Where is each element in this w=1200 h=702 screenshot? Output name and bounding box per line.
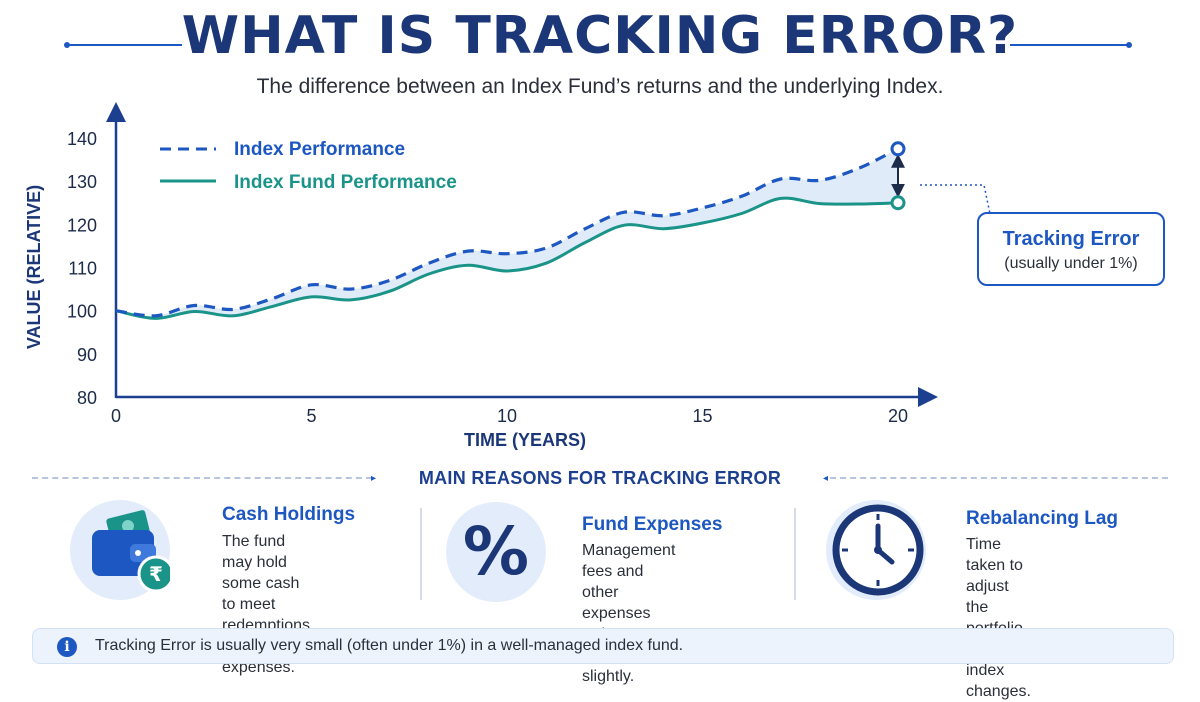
series-lines [115, 147, 899, 320]
reason-line: index changes. [966, 662, 1031, 700]
index-fund-performance-line [115, 196, 899, 320]
x-axis-label: TIME (YEARS) [464, 430, 586, 450]
title-rule-left-dot [64, 42, 70, 48]
reason-title: Cash Holdings [222, 504, 356, 525]
reasons-heading: MAIN REASONS FOR TRACKING ERROR [418, 468, 782, 488]
reason-divider [794, 508, 796, 600]
tracking-error-callout: Tracking Error (usually under 1%) [977, 212, 1165, 286]
legend: Index Performance Index Fund Performance [160, 139, 457, 193]
reasons-rule-left [32, 477, 372, 479]
reasons-rule-right-arrow: ◂ [823, 473, 829, 484]
callout-title: Tracking Error [1002, 228, 1140, 250]
x-tick-label: 15 [692, 406, 712, 426]
x-tick-label: 20 [888, 406, 908, 426]
reason-divider [420, 508, 422, 600]
percent-icon: % [446, 502, 546, 602]
title-rule-right [1010, 44, 1130, 46]
legend-label-fund: Index Fund Performance [234, 172, 457, 193]
info-note-text: Tracking Error is usually very small (of… [95, 637, 684, 654]
y-tick-label: 100 [67, 302, 97, 322]
index-performance-line [115, 147, 899, 318]
reasons-rule-left-arrow: ▸ [371, 473, 377, 484]
page-subtitle: The difference between an Index Fund’s r… [256, 75, 944, 98]
reason-line: some cash to meet [222, 575, 300, 613]
clock-icon [826, 500, 926, 600]
callout-subtitle: (usually under 1%) [1004, 255, 1138, 272]
reason-title: Fund Expenses [582, 514, 723, 535]
percent-glyph: % [463, 513, 529, 590]
wallet-rupee-icon: ₹ [70, 500, 175, 600]
reason-line: Time taken to adjust [966, 536, 1023, 595]
reason-description: Management fees and other expenses reduc… [582, 540, 675, 687]
y-tick-labels: 140 130 120 110 100 90 80 [67, 129, 97, 408]
x-tick-label: 5 [306, 406, 316, 426]
info-icon: i [57, 637, 77, 657]
reason-line: Management fees and [582, 542, 676, 580]
x-tick-label: 10 [497, 406, 517, 426]
y-tick-label: 130 [67, 172, 97, 192]
reasons-rule-right [830, 477, 1168, 479]
y-tick-label: 140 [67, 129, 97, 149]
y-axis-label: VALUE (RELATIVE) [24, 185, 44, 349]
y-tick-label: 120 [67, 215, 97, 235]
page-title: WHAT IS TRACKING ERROR? [181, 6, 1019, 66]
rupee-symbol: ₹ [149, 562, 163, 586]
fund-endpoint-marker [890, 195, 906, 211]
reason-title: Rebalancing Lag [966, 508, 1119, 529]
x-tick-label: 0 [111, 406, 121, 426]
y-tick-label: 90 [77, 345, 97, 365]
info-note: i Tracking Error is usually very small (… [32, 628, 1174, 664]
y-tick-label: 110 [68, 259, 97, 279]
legend-label-index: Index Performance [234, 139, 405, 160]
tracking-error-chart: 140 130 120 110 100 90 80 0 5 10 15 20 VALUE (RELA… [24, 102, 991, 450]
tracking-error-marker [890, 141, 906, 211]
annotation-leader [920, 184, 991, 215]
y-tick-label: 80 [77, 388, 97, 408]
reason-description: Time taken to adjust the portfolio to ma… [966, 534, 1031, 702]
index-endpoint-marker [890, 141, 906, 157]
reason-line: The fund may hold [222, 533, 287, 571]
title-rule-left [66, 44, 182, 46]
title-rule-right-dot [1126, 42, 1132, 48]
x-tick-labels: 0 5 10 15 20 [111, 406, 908, 426]
